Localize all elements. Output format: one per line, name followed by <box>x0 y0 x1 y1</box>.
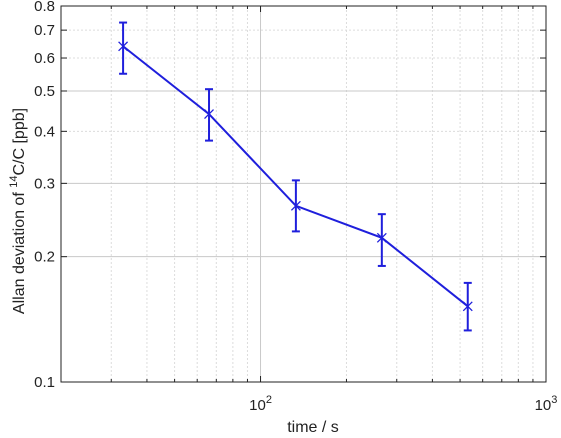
axis-ticks <box>60 5 547 383</box>
data-point-marker <box>376 232 387 243</box>
plot-frame <box>60 5 547 383</box>
x-tick-label: 102 <box>249 394 272 414</box>
y-axis-title-suffix: C/C [ppb] <box>11 108 28 176</box>
data-point-marker <box>462 301 473 312</box>
y-tick-label: 0.3 <box>34 175 55 192</box>
y-tick-label: 0.2 <box>34 249 55 266</box>
y-axis-title-prefix: Allan deviation of <box>11 188 28 314</box>
y-tick-label: 0.1 <box>34 374 55 391</box>
x-tick-label-exponent: 2 <box>266 394 272 406</box>
x-tick-label-base: 10 <box>249 397 266 414</box>
x-axis-title: time / s <box>287 419 339 436</box>
data-point-marker <box>290 200 301 211</box>
y-tick-label: 0.6 <box>34 50 55 67</box>
x-tick-label-base: 10 <box>535 397 552 414</box>
y-tick-label: 0.8 <box>34 0 55 15</box>
y-tick-label: 0.7 <box>34 22 55 39</box>
y-tick-label: 0.5 <box>34 83 55 100</box>
x-tick-label: 103 <box>535 394 558 414</box>
y-tick-label: 0.4 <box>34 123 55 140</box>
y-axis-title: Allan deviation of 14C/C [ppb] <box>8 108 28 314</box>
data-series <box>118 21 473 332</box>
y-axis-title-superscript: 14 <box>8 176 20 188</box>
data-point-marker <box>204 109 214 120</box>
x-tick-label-exponent: 3 <box>551 394 557 406</box>
data-point-marker <box>118 41 129 52</box>
